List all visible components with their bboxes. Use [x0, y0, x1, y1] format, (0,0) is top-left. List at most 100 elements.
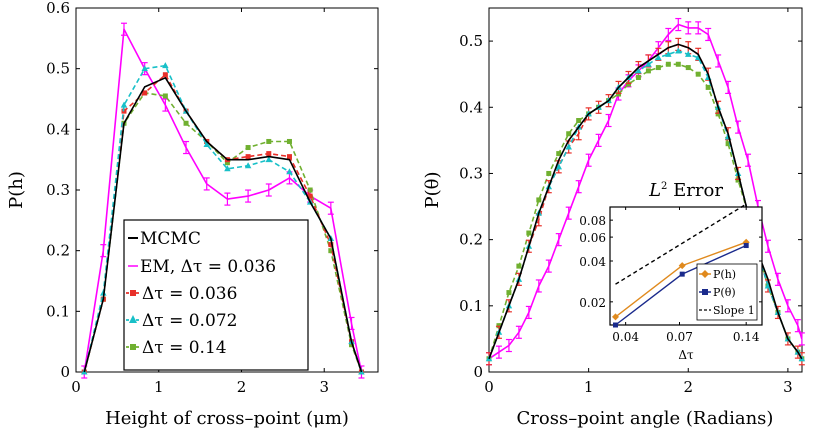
left-point-dt036	[307, 193, 313, 199]
legend-marker-dt036	[130, 290, 136, 296]
right-ytick-labels: 0 0.1 0.2 0.3 0.4 0.5	[459, 32, 483, 381]
left-point-dt14	[266, 138, 272, 144]
legend-label-dt036: Δτ = 0.036	[142, 284, 237, 304]
inset-ytick-label: 0.06	[579, 231, 606, 245]
right-point-dt14	[655, 65, 661, 71]
right-xlabel: Cross–point angle (Radians)	[517, 408, 774, 429]
right-point-dt14	[715, 111, 721, 117]
right-ticks	[488, 8, 802, 373]
legend-marker-dt14	[130, 344, 136, 350]
inset-xtick-label: 0.07	[666, 330, 693, 344]
left-point-dt14	[162, 93, 168, 99]
left-legend: MCMC EM, Δτ = 0.036 Δτ = 0.036 Δτ = 0.07…	[123, 219, 309, 371]
left-point-dt072	[265, 156, 273, 163]
left-xtick-label: 1	[154, 378, 164, 396]
right-point-dt072	[555, 163, 562, 170]
left-ytick-label: 0.5	[46, 60, 70, 78]
left-xtick-label: 2	[237, 378, 247, 396]
left-ytick-label: 0.1	[46, 302, 70, 320]
left-point-dt072	[141, 65, 148, 72]
right-point-dt14	[665, 61, 671, 67]
legend-entry-dt036: Δτ = 0.036	[126, 284, 237, 304]
left-point-dt14	[286, 138, 292, 144]
inset-point-ph	[678, 262, 686, 270]
left-ytick-label: 0.4	[46, 120, 70, 138]
inset-legend-label-ph: P(h)	[713, 268, 736, 281]
inset-series-group	[612, 203, 750, 328]
right-point-dt072	[635, 67, 642, 74]
left-ytick-label: 0.2	[46, 242, 70, 260]
legend-entry-mcmc: MCMC	[128, 229, 201, 249]
right-point-dt072	[685, 50, 692, 57]
right-point-dt14	[496, 323, 502, 329]
right-point-dt072	[675, 47, 682, 54]
left-point-dt14	[224, 160, 230, 166]
legend-marker-dt072	[129, 315, 137, 323]
inset-legend-entry-ph: P(h)	[699, 268, 736, 281]
left-xtick-label: 0	[71, 378, 81, 396]
right-point-dt14	[616, 91, 622, 97]
right-point-dt14	[675, 61, 681, 67]
right-ytick-label: 0	[473, 363, 483, 381]
right-xtick-label: 2	[683, 378, 693, 396]
right-point-dt14	[725, 141, 731, 147]
inset-point-ptheta	[613, 322, 619, 328]
left-line-mcmc	[83, 77, 363, 373]
left-point-dt036	[266, 151, 272, 157]
inset-line-slope	[615, 203, 747, 285]
inset-xlabel: Δτ	[678, 348, 694, 362]
right-point-dt072	[645, 60, 652, 67]
right-point-dt14	[645, 68, 651, 74]
right-point-dt14	[685, 65, 691, 71]
right-point-dt14	[705, 84, 711, 90]
right-xtick-label: 1	[584, 378, 594, 396]
left-panel: 0 1 2 3 0 0.1 0.2 0.3 0.4 0.5 0.6 Height of cross…	[6, 0, 379, 429]
inset-point-ptheta	[743, 243, 749, 249]
inset-xtick-labels: 0.04 0.07 0.14	[612, 330, 760, 344]
inset-ytick-label: 0.02	[579, 296, 606, 310]
left-point-dt072	[286, 168, 293, 175]
right-point-dt14	[556, 151, 562, 157]
right-point-dt14	[576, 118, 582, 124]
right-ytick-label: 0.1	[459, 297, 483, 315]
left-ytick-label: 0.6	[46, 0, 70, 17]
left-point-dt036	[162, 72, 168, 78]
left-point-dt036	[245, 154, 251, 160]
left-point-dt14	[183, 120, 189, 126]
right-point-dt072	[565, 143, 572, 150]
left-ytick-labels: 0 0.1 0.2 0.3 0.4 0.5 0.6	[46, 0, 70, 381]
left-ylabel: P(h)	[6, 171, 27, 209]
inset-title-sup: 2	[661, 181, 667, 192]
right-xtick-labels: 0 1 2 3	[484, 378, 792, 396]
inset-xtick-label: 0.14	[733, 330, 760, 344]
inset-chart: L2 Error 0.04 0.07 0.14 0.02 0.04 0.06 0.08 Δ…	[579, 180, 763, 362]
right-panel: 0 1 2 3 0 0.1 0.2 0.3 0.4 0.5 Cross–point angle …	[422, 7, 806, 429]
left-point-dt072	[244, 162, 252, 169]
left-point-dt14	[245, 145, 251, 151]
inset-title-rest: Error	[667, 180, 723, 201]
inset-title-main: L	[648, 180, 661, 201]
right-xtick-label: 3	[783, 378, 793, 396]
left-point-dt14	[328, 248, 334, 254]
left-xtick-labels: 0 1 2 3	[71, 378, 329, 396]
right-point-dt14	[735, 177, 741, 183]
inset-legend-entry-ptheta: P(θ)	[699, 286, 736, 299]
right-ytick-label: 0.2	[459, 231, 483, 249]
right-point-dt14	[526, 230, 532, 236]
legend-entry-dt072: Δτ = 0.072	[126, 311, 237, 331]
right-point-dt14	[516, 263, 522, 269]
inset-ticks	[610, 207, 762, 325]
right-ytick-label: 0.3	[459, 164, 483, 182]
right-ylabel: P(θ)	[422, 172, 443, 209]
right-point-dt14	[566, 131, 572, 137]
inset-point-ptheta	[679, 271, 685, 277]
inset-legend-marker-ph	[701, 270, 709, 278]
right-point-dt14	[546, 170, 552, 176]
inset-ytick-label: 0.04	[579, 255, 606, 269]
left-point-dt14	[349, 342, 355, 348]
left-xtick-label: 3	[319, 378, 329, 396]
legend-entry-em: EM, Δτ = 0.036	[128, 257, 276, 277]
right-point-dt14	[506, 290, 512, 296]
left-point-dt072	[162, 62, 169, 69]
inset-legend: P(h) P(θ) Slope 1	[696, 263, 758, 321]
